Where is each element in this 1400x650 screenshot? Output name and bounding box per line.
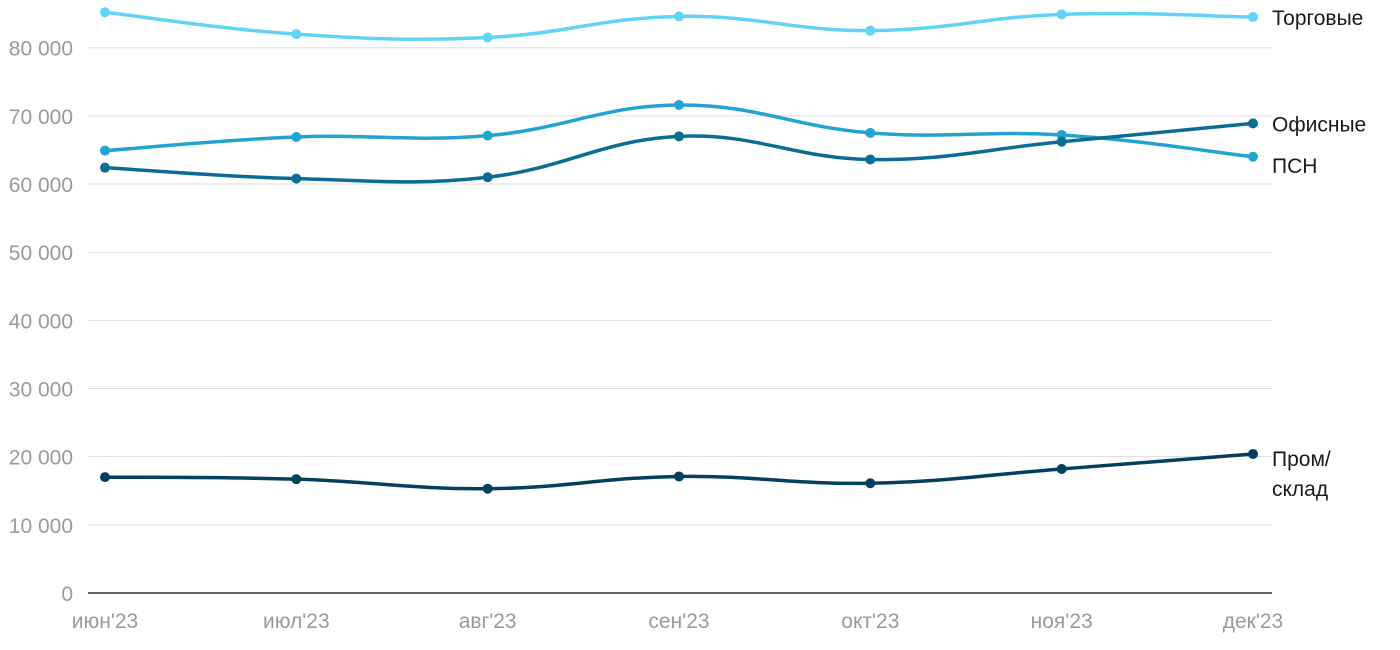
series-0 bbox=[100, 7, 1258, 43]
data-point bbox=[1248, 151, 1258, 162]
data-point bbox=[100, 472, 110, 483]
data-point bbox=[1056, 136, 1067, 147]
data-point bbox=[674, 131, 684, 142]
data-point bbox=[100, 7, 110, 18]
x-tick-label: авг'23 bbox=[459, 610, 517, 633]
data-point bbox=[1248, 12, 1258, 23]
x-axis: июн'23 июл'23 авг'23 сен'23 окт'23 ноя'23 дек'… bbox=[72, 610, 1283, 633]
data-point bbox=[291, 132, 302, 143]
series-3 bbox=[100, 448, 1258, 494]
series-label: Торговые bbox=[1272, 7, 1363, 30]
y-tick-label: 20 000 bbox=[9, 447, 73, 470]
series-label: ПСН bbox=[1272, 155, 1317, 178]
y-axis: 0 10 000 20 000 30 000 40 000 50 000 60 000 70 … bbox=[9, 38, 73, 606]
series-label-line: Пром/ bbox=[1272, 448, 1331, 471]
data-point bbox=[482, 32, 493, 43]
data-point bbox=[674, 471, 684, 482]
series-label: Пром/склад bbox=[1272, 448, 1331, 501]
data-point bbox=[291, 173, 302, 184]
x-tick-label: сен'23 bbox=[648, 610, 709, 633]
y-tick-label: 80 000 bbox=[9, 38, 73, 61]
y-tick-label: 70 000 bbox=[9, 106, 73, 129]
data-point bbox=[1248, 118, 1258, 129]
data-point bbox=[100, 162, 110, 173]
data-point bbox=[1056, 9, 1067, 20]
data-point bbox=[865, 127, 876, 138]
x-tick-label: ноя'23 bbox=[1031, 610, 1093, 633]
y-tick-label: 40 000 bbox=[9, 310, 73, 333]
series-label-line: Торговые bbox=[1272, 7, 1363, 30]
series-1 bbox=[100, 99, 1258, 162]
data-point bbox=[482, 172, 493, 183]
series-label: Офисные bbox=[1272, 113, 1366, 136]
data-point bbox=[482, 483, 493, 494]
x-tick-label: окт'23 bbox=[841, 610, 899, 633]
data-point bbox=[865, 25, 876, 36]
x-tick-label: июл'23 bbox=[263, 610, 330, 633]
data-point bbox=[291, 29, 302, 40]
y-tick-label: 10 000 bbox=[9, 515, 73, 538]
data-point bbox=[100, 145, 110, 156]
data-point bbox=[291, 474, 302, 485]
data-point bbox=[482, 130, 493, 141]
data-point bbox=[674, 99, 684, 110]
grid-layer bbox=[88, 47, 1272, 594]
series-line bbox=[103, 103, 1255, 159]
series-label-line: Офисные bbox=[1272, 113, 1366, 136]
y-tick-label: 30 000 bbox=[9, 379, 73, 402]
y-tick-label: 60 000 bbox=[9, 174, 73, 197]
data-point bbox=[674, 11, 684, 22]
series-labels: Торговые ПСН Офисные Пром/склад bbox=[1272, 7, 1366, 501]
data-point bbox=[865, 154, 876, 165]
series-line bbox=[103, 452, 1255, 491]
series-layer bbox=[100, 7, 1258, 494]
y-tick-label: 50 000 bbox=[9, 242, 73, 265]
series-2 bbox=[100, 118, 1258, 184]
y-tick-label: 0 bbox=[61, 583, 73, 606]
data-point bbox=[1248, 448, 1258, 459]
series-label-line: склад bbox=[1272, 478, 1328, 501]
data-point bbox=[1056, 463, 1067, 474]
data-point bbox=[865, 478, 876, 489]
series-label-line: ПСН bbox=[1272, 155, 1317, 178]
x-tick-label: дек'23 bbox=[1223, 610, 1284, 633]
x-tick-label: июн'23 bbox=[72, 610, 138, 633]
